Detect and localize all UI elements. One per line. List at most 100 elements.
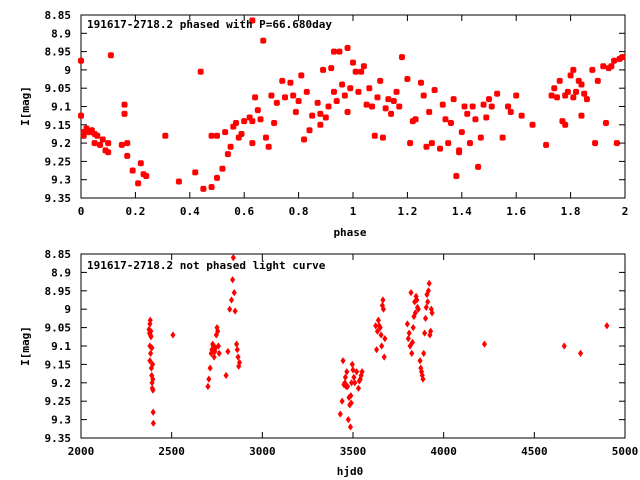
data-point: [322, 114, 329, 121]
data-point: [268, 92, 275, 99]
data-point: [602, 119, 610, 127]
data-point: [360, 63, 368, 70]
plot-area-frame: [80, 253, 626, 439]
data-point: [575, 77, 582, 85]
chart-title: 191617-2718.2 not phased light curve: [87, 259, 326, 272]
data-point: [347, 85, 354, 92]
x-tick-label: 0.8: [289, 205, 309, 218]
data-point: [406, 329, 412, 337]
data-point: [231, 289, 237, 297]
data-point: [469, 103, 476, 110]
axis-ticks: 8.85 8.9 8.95 9 9.05 9.1 9.15 9.2 9.25 9.3 9.35200…: [45, 248, 639, 458]
data-point: [292, 108, 300, 116]
data-point: [134, 180, 142, 187]
data-point: [227, 143, 234, 150]
data-point: [613, 139, 621, 147]
data-point: [228, 296, 235, 304]
data-point: [385, 96, 392, 103]
data-point: [91, 139, 98, 147]
data-point: [485, 96, 493, 103]
data-point: [354, 368, 360, 376]
data-point: [303, 88, 310, 96]
data-point: [393, 88, 400, 96]
data-point: [251, 94, 259, 101]
data-point: [417, 79, 425, 86]
data-point: [230, 276, 236, 284]
data-point: [80, 132, 87, 139]
data-point: [230, 123, 237, 130]
x-tick-label: 2500: [158, 445, 185, 458]
data-point: [604, 322, 610, 330]
axis-ticks: 8.85 8.9 8.95 9 9.05 9.1 9.15 9.2 9.25 9.3 9.35 0 0.…: [45, 9, 629, 218]
data-point: [380, 296, 386, 304]
data-point: [561, 121, 569, 128]
data-point: [450, 96, 457, 103]
data-point: [529, 121, 536, 128]
data-point: [235, 353, 241, 361]
data-point: [355, 384, 362, 392]
x-tick-label: 0.4: [180, 205, 200, 218]
data-points: [77, 17, 626, 193]
x-tick-label: 4000: [430, 445, 457, 458]
data-point: [88, 127, 96, 134]
data-point: [147, 342, 153, 350]
y-tick-label: 9: [64, 64, 71, 77]
data-point: [147, 357, 153, 365]
data-point: [504, 103, 512, 110]
data-point: [422, 314, 429, 322]
data-point: [273, 99, 281, 107]
data-point: [200, 185, 207, 193]
data-point: [148, 349, 154, 357]
data-point: [472, 116, 479, 123]
data-point: [428, 139, 436, 147]
data-point: [567, 72, 574, 79]
data-point: [230, 254, 236, 262]
data-point: [513, 92, 520, 99]
data-point: [439, 101, 446, 108]
data-point: [224, 150, 232, 158]
data-point: [206, 375, 212, 383]
data-point: [352, 68, 359, 75]
data-point: [481, 340, 488, 348]
data-point: [518, 112, 525, 119]
chart-title: 191617-2718.2 phased with P=66.680day: [87, 18, 332, 31]
data-point: [371, 132, 378, 139]
y-tick-label: 9.35: [45, 192, 72, 205]
data-point: [373, 322, 379, 330]
data-point: [409, 349, 415, 357]
x-tick-label: 0: [78, 205, 85, 218]
data-point: [260, 37, 267, 44]
data-point: [352, 379, 358, 387]
data-point: [507, 108, 514, 116]
data-point: [213, 132, 221, 139]
data-point: [287, 79, 294, 86]
x-tick-label: 4500: [521, 445, 548, 458]
y-tick-label: 9.35: [45, 432, 72, 445]
data-point: [377, 77, 384, 85]
data-point: [578, 81, 585, 88]
data-point: [94, 132, 101, 139]
data-point: [319, 66, 327, 74]
data-point: [339, 397, 345, 405]
data-point: [570, 66, 577, 74]
data-point: [330, 88, 338, 96]
data-point: [317, 110, 324, 117]
data-point: [238, 130, 245, 138]
data-point: [559, 117, 566, 125]
data-point: [241, 117, 248, 125]
data-point: [409, 338, 416, 346]
data-point: [455, 147, 463, 154]
data-point: [306, 127, 313, 134]
y-tick-label: 9.25: [45, 155, 72, 168]
data-point: [608, 63, 615, 70]
data-point: [281, 94, 289, 101]
data-point: [121, 110, 128, 117]
data-point: [379, 342, 385, 350]
data-point: [461, 103, 468, 110]
data-point: [170, 331, 176, 339]
data-point: [295, 97, 302, 105]
data-point: [257, 116, 264, 123]
data-point: [143, 172, 150, 180]
data-point: [548, 92, 555, 99]
